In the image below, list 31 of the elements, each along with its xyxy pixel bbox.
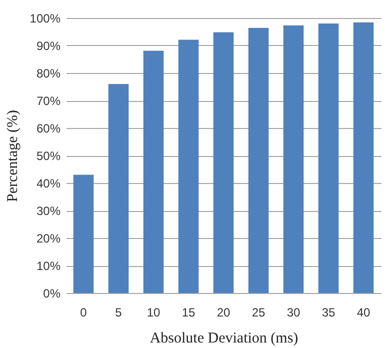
y-tick-label: 10%: [36, 259, 61, 273]
x-tick-label: 5: [115, 306, 122, 320]
bar: [213, 32, 234, 293]
bar: [73, 174, 94, 293]
x-tick-label: 0: [80, 306, 88, 320]
x-axis-title: Absolute Deviation (ms): [150, 330, 298, 346]
bar: [283, 25, 304, 293]
y-tick-label: 50%: [36, 149, 61, 163]
y-tick-label: 70%: [36, 94, 61, 108]
y-tick-label: 40%: [36, 176, 61, 190]
bar: [248, 28, 269, 293]
x-tick-label: 40: [356, 306, 370, 320]
y-tick-label: 90%: [36, 39, 61, 53]
x-tick-label: 20: [216, 306, 230, 320]
y-axis-title: Percentage (%): [4, 110, 21, 202]
y-tick-label: 20%: [36, 232, 61, 246]
bar: [143, 50, 164, 293]
bar: [353, 22, 374, 293]
bar: [178, 40, 199, 293]
x-tick-label: 15: [182, 306, 196, 320]
bar: [108, 84, 129, 293]
x-tick-label: 10: [146, 306, 160, 320]
x-tick-label: 35: [322, 306, 336, 320]
y-tick-label: 30%: [36, 204, 61, 218]
bar: [318, 24, 339, 293]
x-tick-label: 30: [286, 306, 300, 320]
y-tick-label: 100%: [30, 12, 61, 26]
y-tick-label: 80%: [36, 66, 61, 80]
x-tick-label: 25: [252, 306, 266, 320]
y-tick-label: 60%: [36, 122, 61, 136]
y-tick-label: 0%: [43, 286, 61, 300]
